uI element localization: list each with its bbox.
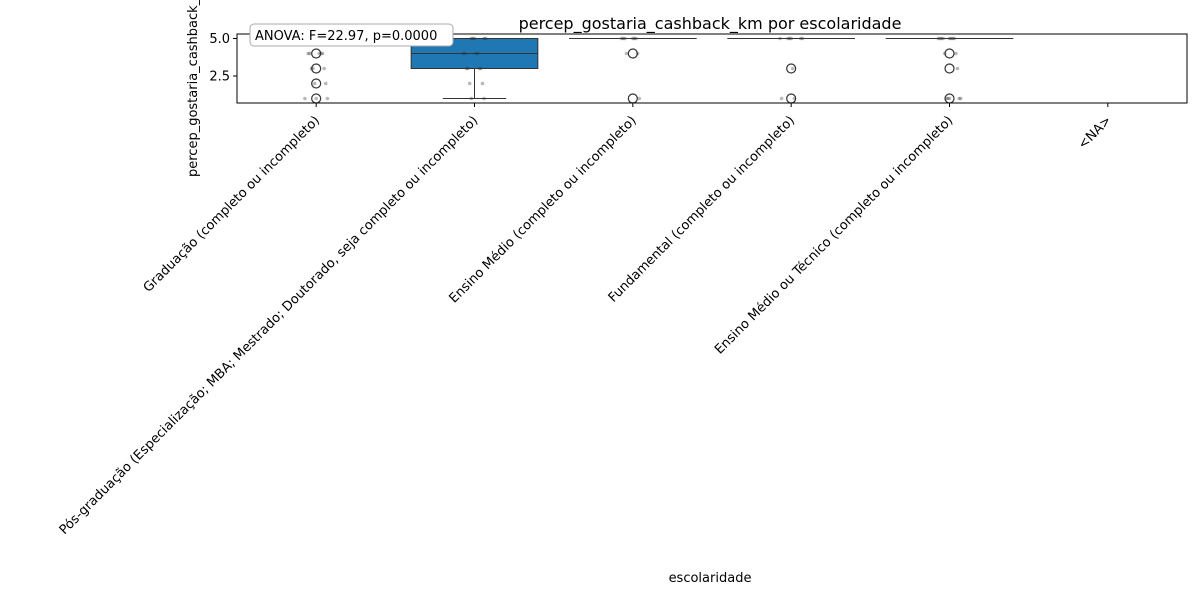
anova-annotation-box <box>249 23 454 47</box>
data-point <box>947 36 952 41</box>
outlier-point <box>627 93 638 104</box>
y-tick-label: 2.5 <box>209 70 230 85</box>
chart-title: percep_gostaria_cashback_km por escolari… <box>519 14 902 34</box>
data-point <box>786 36 790 41</box>
data-point <box>792 96 797 101</box>
outlier-point <box>944 48 955 59</box>
data-point <box>323 81 328 86</box>
data-point <box>471 36 475 41</box>
outlier-point <box>786 63 797 74</box>
data-point <box>800 36 805 41</box>
x-tick-label: Ensino Médio (completo ou incompleto) <box>447 113 640 306</box>
data-point <box>949 36 953 41</box>
outlier-point <box>311 48 322 59</box>
box-group-4 <box>885 36 1014 104</box>
data-point <box>955 66 960 71</box>
data-point <box>942 51 947 56</box>
data-point <box>307 51 312 56</box>
data-point <box>306 51 310 56</box>
outlier-point <box>311 63 322 74</box>
data-point <box>787 36 792 41</box>
box-group-0 <box>252 36 380 104</box>
data-point <box>311 66 315 71</box>
data-point <box>463 51 467 56</box>
data-point <box>469 36 474 41</box>
data-point <box>479 66 483 71</box>
data-point <box>319 51 323 56</box>
data-point <box>952 36 957 41</box>
data-point <box>325 96 330 101</box>
data-point <box>461 51 466 56</box>
data-point <box>623 36 627 41</box>
data-point <box>303 96 307 101</box>
outlier-point <box>944 63 955 74</box>
data-point <box>637 96 642 101</box>
data-point <box>477 66 482 71</box>
data-point <box>482 36 486 41</box>
data-point <box>957 96 961 101</box>
data-point <box>317 51 322 56</box>
box-group-3 <box>727 36 855 104</box>
data-point <box>954 51 958 56</box>
plot-area: 2.5 5.0 Graduação (completo ou incompleto)… <box>57 32 1188 538</box>
data-point <box>778 36 782 41</box>
data-point <box>936 36 941 41</box>
x-tick-label: Graduação (completo ou incompleto) <box>141 113 323 295</box>
data-point <box>475 51 480 56</box>
data-point <box>320 51 325 56</box>
data-point <box>944 96 949 101</box>
x-tick-label: <NA> <box>1075 113 1114 152</box>
outlier-point <box>311 78 322 89</box>
data-point <box>472 36 477 41</box>
data-point <box>480 81 485 86</box>
x-tick-label: Fundamental (completo ou incompleto) <box>606 113 798 305</box>
data-point <box>467 81 472 86</box>
anova-annotation-text: ANOVA: F=22.97, p=0.0000 <box>255 29 437 44</box>
data-point <box>939 36 944 41</box>
y-axis-label: percep_gostaria_cashback_km <box>186 0 201 177</box>
data-point <box>624 51 629 56</box>
outlier-point <box>627 48 638 59</box>
data-point <box>635 51 640 56</box>
data-point <box>482 96 486 101</box>
data-point <box>798 36 803 41</box>
data-point <box>474 51 478 56</box>
data-point <box>309 66 314 71</box>
x-axis-label: escolaridade <box>669 571 752 586</box>
data-point <box>469 96 474 101</box>
data-point <box>632 36 637 41</box>
data-point <box>322 66 326 71</box>
data-point <box>946 96 950 101</box>
data-point <box>466 66 470 71</box>
data-point <box>621 36 626 41</box>
data-point <box>312 81 317 86</box>
data-point <box>790 66 795 71</box>
box-group-2 <box>569 36 697 104</box>
data-point <box>958 96 963 101</box>
data-point <box>314 96 318 101</box>
y-tick-label: 5.0 <box>209 32 230 47</box>
data-point <box>938 36 942 41</box>
data-point <box>789 36 793 41</box>
data-point <box>634 36 638 41</box>
anova-annotation: ANOVA: F=22.97, p=0.0000 <box>249 23 454 47</box>
x-tick-label: Ensino Médio ou Técnico (completo ou inc… <box>712 113 956 357</box>
data-point <box>950 36 955 41</box>
data-point <box>619 36 624 41</box>
data-point <box>464 66 469 71</box>
data-point <box>947 96 952 101</box>
data-point <box>483 36 488 41</box>
data-point <box>779 96 784 101</box>
data-point <box>631 36 635 41</box>
data-point <box>941 36 945 41</box>
plot-frame <box>236 33 1188 104</box>
